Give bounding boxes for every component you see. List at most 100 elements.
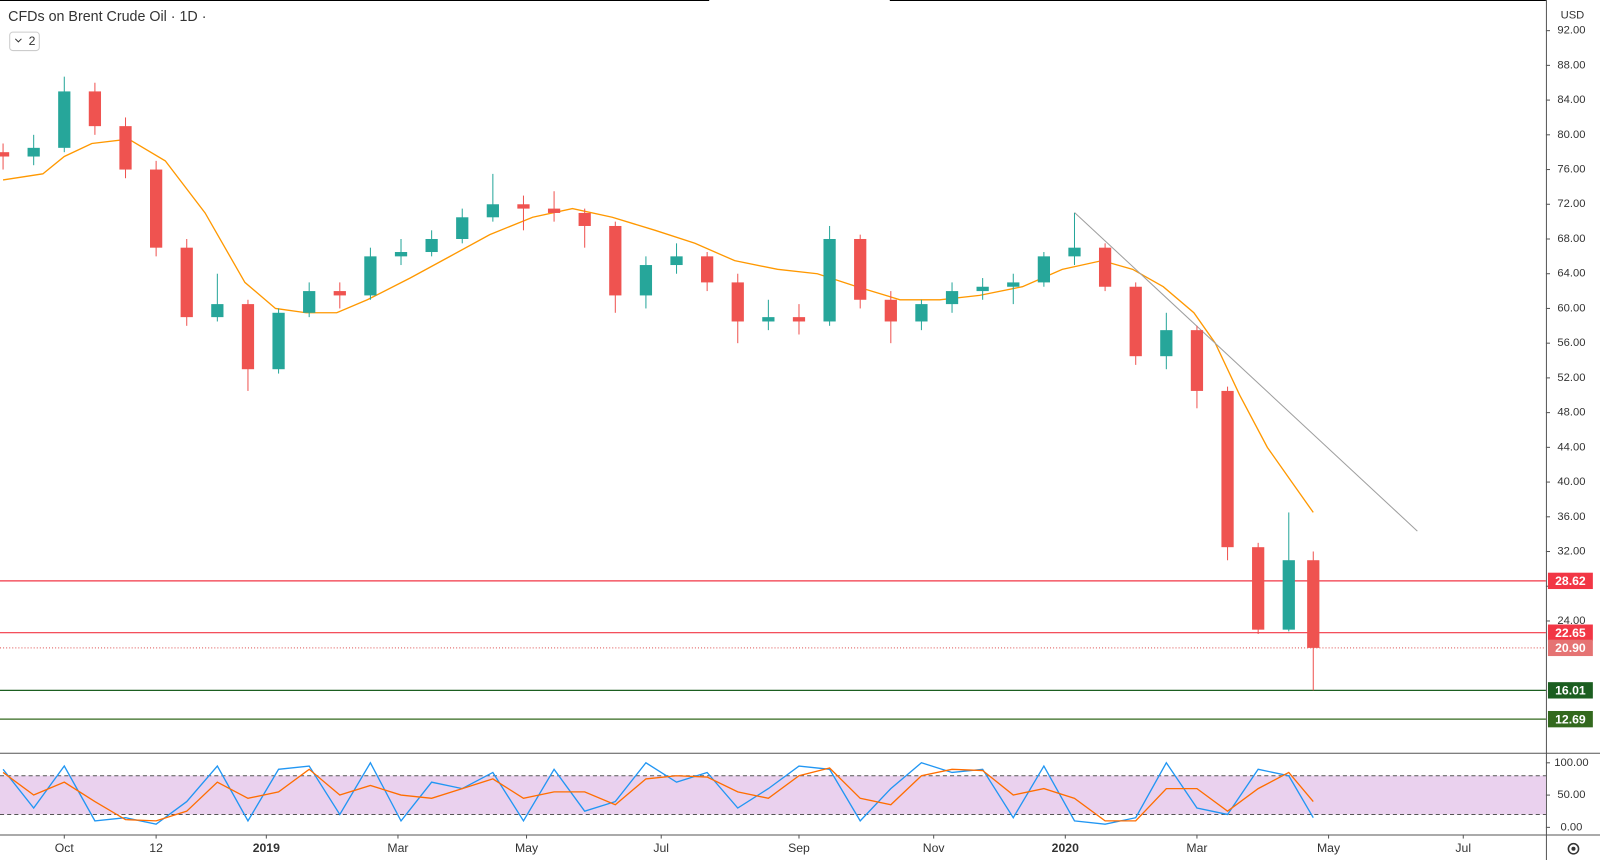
candle-body xyxy=(211,304,224,318)
y-tick-label: 68.00 xyxy=(1557,233,1585,245)
x-tick-label: Oct xyxy=(55,841,75,855)
x-tick-label: 12 xyxy=(149,841,163,855)
y-tick-label: 100.00 xyxy=(1554,757,1588,769)
x-tick-label: May xyxy=(515,841,539,855)
candle-body xyxy=(88,91,102,127)
x-tick-label: Nov xyxy=(923,841,946,855)
x-tick-label: Sep xyxy=(788,841,810,855)
candle-body xyxy=(792,317,806,322)
y-tick-label: 44.00 xyxy=(1557,441,1585,453)
candle-body xyxy=(1129,286,1142,357)
candle-body xyxy=(670,256,683,266)
candle-body xyxy=(854,238,867,300)
candle-body xyxy=(1098,247,1112,287)
level-label: 16.01 xyxy=(1555,684,1586,698)
x-tick-label: 2019 xyxy=(253,841,280,855)
candle-body xyxy=(1160,330,1173,357)
gear-center[interactable] xyxy=(1571,846,1576,851)
candle-body xyxy=(945,291,959,305)
candle-body xyxy=(241,304,255,370)
oscillator-line xyxy=(2,761,1314,825)
candle-body xyxy=(58,91,71,148)
candle-body xyxy=(547,208,561,213)
candle-body xyxy=(578,212,591,226)
candle-body xyxy=(150,169,163,248)
settings-icon[interactable] xyxy=(1567,842,1580,855)
candle-body xyxy=(119,126,132,170)
level-label: 12.69 xyxy=(1555,712,1586,726)
level-label: 20.90 xyxy=(1555,641,1586,655)
chevron-icon xyxy=(14,38,22,43)
candle-body xyxy=(731,282,744,322)
candle-body xyxy=(425,238,438,253)
y-tick-label: 64.00 xyxy=(1557,268,1585,280)
y-tick-label: 84.00 xyxy=(1557,94,1585,106)
x-tick-label: 2020 xyxy=(1052,841,1079,855)
candle-body xyxy=(0,152,10,157)
candle-body xyxy=(456,217,469,239)
x-tick-label: Mar xyxy=(1186,841,1207,855)
candle-body xyxy=(1252,547,1265,630)
trendline xyxy=(1074,212,1418,532)
candle-body xyxy=(272,312,285,370)
indicator-toggle[interactable] xyxy=(9,31,40,52)
candle-body xyxy=(364,256,377,296)
level-label-bg xyxy=(1547,639,1593,657)
candle-body xyxy=(762,317,775,322)
candle-body xyxy=(639,265,653,296)
candle-body xyxy=(1068,247,1081,257)
level-label-bg xyxy=(1547,682,1593,699)
x-tick-label: Jul xyxy=(1455,841,1471,855)
level-label: 28.62 xyxy=(1555,574,1586,588)
candle-body xyxy=(884,299,897,322)
candle-body xyxy=(517,204,530,209)
candle-body xyxy=(1190,330,1204,391)
candle-body xyxy=(333,291,346,296)
y-tick-label: 80.00 xyxy=(1557,129,1585,141)
candle-body xyxy=(303,291,316,313)
indicator-count: 2 xyxy=(29,34,36,48)
candle-body xyxy=(27,147,40,157)
level-label: 22.65 xyxy=(1555,626,1586,640)
x-tick-label: May xyxy=(1317,841,1341,855)
level-label-bg xyxy=(1547,572,1593,590)
moving-average xyxy=(2,138,1314,513)
candle-body xyxy=(1307,560,1320,648)
level-label-bg xyxy=(1547,624,1593,641)
level-label-bg xyxy=(1547,710,1593,728)
y-tick-label: 72.00 xyxy=(1557,198,1585,210)
candle-body xyxy=(486,204,499,218)
gear[interactable] xyxy=(1567,842,1580,855)
candle-body xyxy=(1221,390,1234,548)
y-tick-label: 32.00 xyxy=(1557,545,1585,557)
y-tick-label: 40.00 xyxy=(1557,476,1585,488)
candle-body xyxy=(1007,282,1020,287)
y-tick-label: 36.00 xyxy=(1557,511,1585,523)
y-tick-label: 50.00 xyxy=(1557,789,1585,801)
candle-body xyxy=(976,286,989,292)
candle-body xyxy=(1037,256,1050,283)
candle-body xyxy=(823,238,836,322)
y-tick-label: 60.00 xyxy=(1557,302,1585,314)
candle-body xyxy=(915,304,928,322)
x-tick-label: Mar xyxy=(387,841,408,855)
y-tick-label: 56.00 xyxy=(1557,337,1585,349)
candle-body xyxy=(1282,560,1295,630)
chart-title: CFDs on Brent Crude Oil · 1D · xyxy=(8,9,206,25)
currency-label: USD xyxy=(1561,9,1585,21)
y-tick-label: 92.00 xyxy=(1557,25,1585,37)
candle-body xyxy=(701,256,714,283)
y-tick-label: 0.00 xyxy=(1561,821,1583,833)
y-tick-label: 88.00 xyxy=(1557,59,1585,71)
y-tick-label: 48.00 xyxy=(1557,407,1585,419)
oscillator-line xyxy=(2,767,1314,822)
y-tick-label: 24.00 xyxy=(1557,615,1585,627)
x-tick-label: Jul xyxy=(653,841,669,855)
y-tick-label: 76.00 xyxy=(1557,164,1585,176)
candle-body xyxy=(609,225,622,296)
candle-body xyxy=(394,252,408,257)
y-tick-label: 52.00 xyxy=(1557,372,1585,384)
